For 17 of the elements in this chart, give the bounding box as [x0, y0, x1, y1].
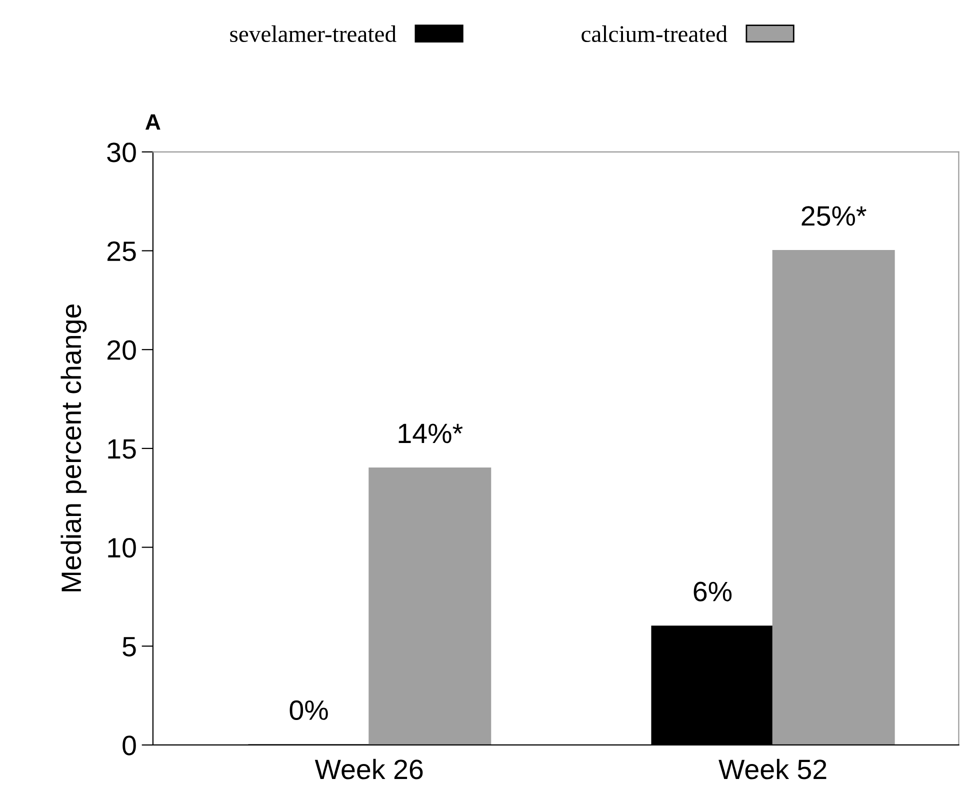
chart-title: A — [145, 114, 160, 130]
legend-label: calcium-treated — [582, 25, 728, 42]
data-label: 0% — [290, 700, 328, 720]
data-label: 25%* — [802, 206, 866, 226]
y-tick-label: 5 — [122, 637, 136, 656]
x-tick-label: Week 52 — [718, 758, 826, 780]
y-tick-label: 20 — [107, 340, 136, 360]
y-tick-label: 30 — [107, 142, 136, 162]
y-tick-label: 15 — [108, 439, 136, 459]
y-tick-label: 25 — [107, 241, 136, 262]
data-label: 14%* — [398, 424, 463, 444]
x-tick-label: Week 26 — [314, 758, 423, 780]
y-tick-label: 10 — [108, 538, 136, 558]
data-label: 6% — [694, 582, 732, 602]
y-tick-label: 0 — [122, 736, 136, 756]
y-axis-title: Median percent change — [60, 304, 87, 592]
legend-label: sevelamer-treated — [230, 25, 396, 42]
